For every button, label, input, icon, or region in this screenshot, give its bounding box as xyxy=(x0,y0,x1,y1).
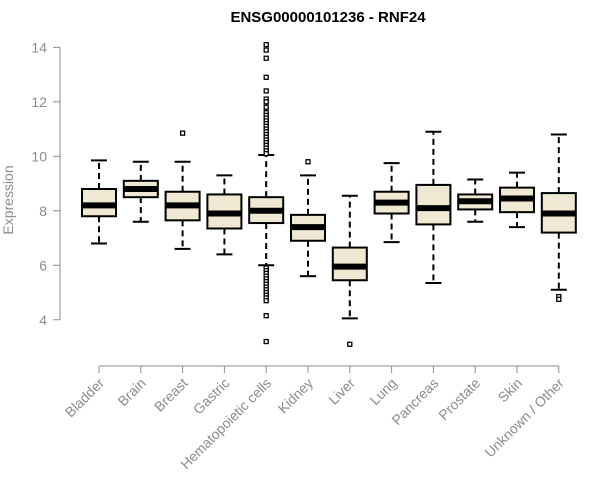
y-tick-label: 8 xyxy=(39,203,47,219)
outlier-point xyxy=(263,41,269,48)
outlier-point xyxy=(305,159,311,165)
outlier-point xyxy=(179,130,186,136)
y-tick-label: 14 xyxy=(31,39,47,55)
box-series xyxy=(81,41,577,347)
outlier-point xyxy=(263,99,269,105)
x-tick-label: Prostate xyxy=(435,375,483,423)
outlier-point xyxy=(263,104,269,110)
iqr-box xyxy=(415,183,452,226)
outlier-point xyxy=(263,313,269,319)
y-tick-label: 4 xyxy=(39,312,47,328)
box-group xyxy=(122,160,159,223)
box-group xyxy=(290,159,326,278)
x-tick-label: Skin xyxy=(495,375,526,406)
outlier-point xyxy=(263,150,269,157)
x-tick-label: Lung xyxy=(366,375,399,408)
outlier-point xyxy=(263,338,269,345)
outlier-point xyxy=(263,298,269,304)
x-tick-label: Unknown / Other xyxy=(481,375,567,461)
y-tick-label: 12 xyxy=(31,94,47,110)
x-tick-label: Kidney xyxy=(275,375,317,417)
box-group xyxy=(164,130,201,250)
x-tick-label: Bladder xyxy=(62,375,108,421)
x-tick-label: Brain xyxy=(114,375,148,409)
outlier-point xyxy=(263,74,269,80)
chart-title: ENSG00000101236 - RNF24 xyxy=(230,9,426,26)
y-tick-label: 10 xyxy=(31,148,47,164)
x-tick-label: Breast xyxy=(151,375,191,415)
y-tick-label: 6 xyxy=(39,257,47,273)
outlier-point xyxy=(347,341,353,347)
box-group xyxy=(540,133,577,302)
box-group xyxy=(81,159,117,245)
box-group xyxy=(206,174,243,256)
box-group xyxy=(499,171,535,229)
outlier-point xyxy=(263,47,269,53)
outlier-point xyxy=(263,55,269,61)
box-group xyxy=(457,178,494,223)
y-axis-label: Expression xyxy=(0,165,16,234)
x-tick-label: Liver xyxy=(325,375,358,408)
box-group xyxy=(248,41,285,345)
outlier-point xyxy=(556,296,562,302)
outlier-point xyxy=(263,88,269,94)
box-group xyxy=(373,162,410,244)
box-group xyxy=(331,194,368,347)
y-axis: 4 6 8 10 12 14 xyxy=(31,39,61,328)
box-group xyxy=(415,130,452,284)
